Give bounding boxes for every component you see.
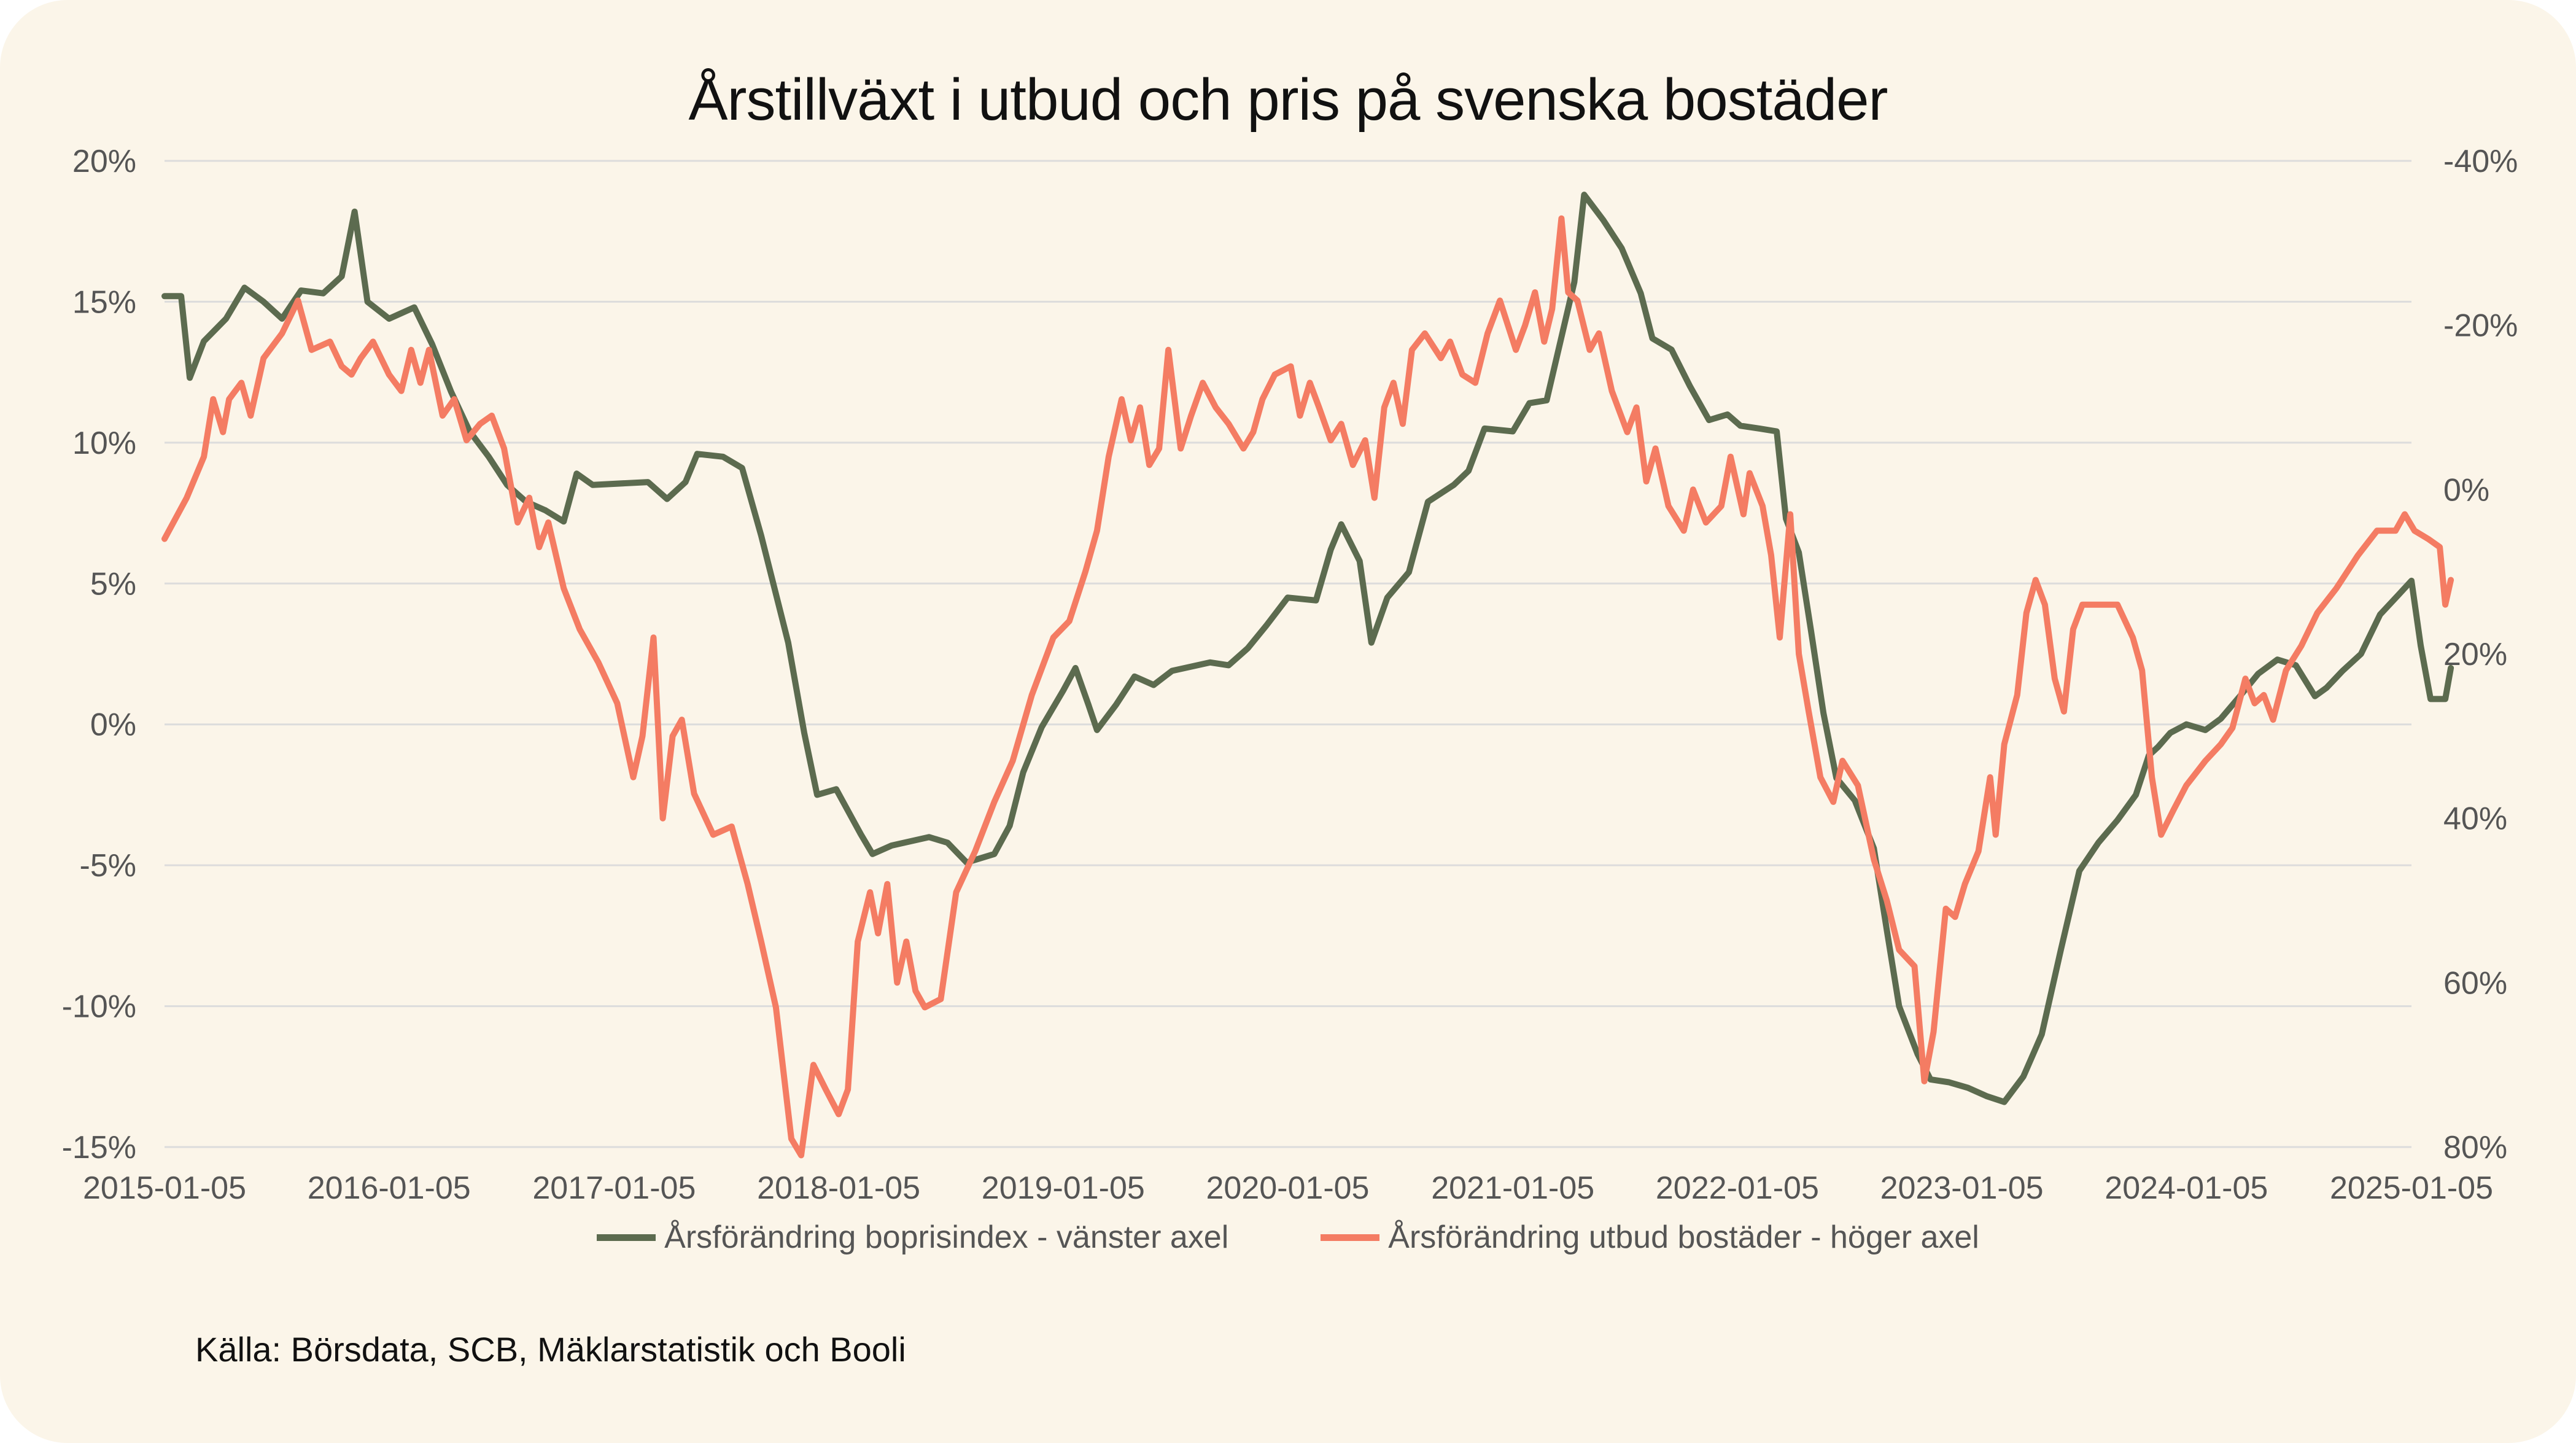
left-tick-label: 20%	[72, 144, 136, 179]
x-tick-label: 2018-01-05	[757, 1170, 920, 1206]
legend-swatch-price-index	[597, 1234, 656, 1241]
x-tick-label: 2022-01-05	[1656, 1170, 1819, 1206]
left-tick-label: -5%	[80, 848, 136, 884]
x-tick-label: 2023-01-05	[1880, 1170, 2044, 1206]
x-tick-label: 2016-01-05	[308, 1170, 471, 1206]
left-tick-label: 5%	[90, 566, 136, 602]
legend: Årsförändring boprisindex - vänster axel…	[0, 1219, 2576, 1256]
x-tick-label: 2020-01-05	[1206, 1170, 1369, 1206]
left-tick-label: -10%	[62, 989, 136, 1025]
right-tick-label: 20%	[2443, 637, 2507, 672]
x-tick-label: 2015-01-05	[83, 1170, 246, 1206]
legend-item-price-index: Årsförändring boprisindex - vänster axel	[597, 1219, 1228, 1256]
chart-title: Årstillväxt i utbud och pris på svenska …	[688, 67, 1888, 133]
legend-item-supply: Årsförändring utbud bostäder - höger axe…	[1321, 1219, 1979, 1256]
right-tick-label: -20%	[2443, 308, 2518, 344]
series-lines	[161, 192, 2454, 1159]
right-tick-label: 80%	[2443, 1130, 2507, 1165]
right-tick-label: -40%	[2443, 144, 2518, 179]
source-note: Källa: Börsdata, SCB, Mäklarstatistik oc…	[195, 1330, 906, 1369]
left-tick-label: 10%	[72, 426, 136, 461]
right-tick-label: 60%	[2443, 965, 2507, 1001]
left-tick-label: -15%	[62, 1130, 136, 1165]
x-tick-label: 2024-01-05	[2105, 1170, 2268, 1206]
legend-label-price-index: Årsförändring boprisindex - vänster axel	[664, 1219, 1229, 1255]
x-tick-label: 2019-01-05	[982, 1170, 1145, 1206]
right-tick-label: 0%	[2443, 472, 2489, 508]
grid-lines	[165, 160, 2411, 1148]
x-tick-label: 2017-01-05	[532, 1170, 696, 1206]
left-axis-ticks: 20% 15% 10% 5% 0% -5% -10% -15%	[62, 144, 136, 1165]
right-axis-ticks: -40% -20% 0% 20% 40% 60% 80%	[2443, 144, 2518, 1165]
left-tick-label: 15%	[72, 284, 136, 320]
series-line-price-index	[161, 192, 2454, 1105]
right-tick-label: 40%	[2443, 801, 2507, 837]
x-tick-label: 2021-01-05	[1431, 1170, 1594, 1206]
series-line-supply	[161, 215, 2454, 1159]
x-tick-label: 2025-01-05	[2330, 1170, 2493, 1206]
legend-swatch-supply	[1321, 1234, 1380, 1241]
left-tick-label: 0%	[90, 707, 136, 743]
legend-label-supply: Årsförändring utbud bostäder - höger axe…	[1388, 1219, 1979, 1255]
x-axis-ticks: 2015-01-05 2016-01-05 2017-01-05 2018-01-05…	[83, 1170, 2493, 1206]
